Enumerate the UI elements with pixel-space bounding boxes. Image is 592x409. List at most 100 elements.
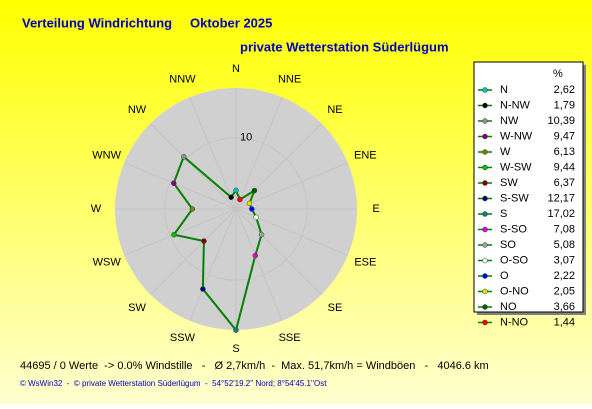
footer: 44695 / 0 Werte -> 0.0% Windstille - Ø 2…: [20, 360, 489, 372]
radar-point: [252, 252, 259, 259]
legend-value: 7,08: [554, 223, 575, 235]
direction-label: SE: [328, 302, 343, 314]
chart-title: Verteilung Windrichtung: [22, 15, 172, 30]
legend-name: O: [500, 270, 509, 282]
radar-point: [233, 327, 239, 333]
legend-marker: [482, 118, 488, 124]
legend-value: 6,13: [554, 146, 575, 158]
direction-label: ESE: [354, 256, 376, 268]
radar-point: [253, 214, 259, 221]
legend-value: 2,05: [554, 285, 575, 297]
r-tick-label: 10: [240, 132, 252, 144]
direction-label: SW: [128, 302, 146, 314]
legend-marker: [482, 180, 488, 186]
legend-value: 5,08: [554, 239, 575, 251]
legend-marker: [482, 304, 488, 310]
chart-subtitle: private Wetterstation Süderlügum: [240, 39, 449, 54]
legend-marker: [482, 164, 488, 171]
legend-name: SW: [500, 177, 518, 189]
direction-label: ENE: [354, 149, 377, 161]
legend-name: O-SO: [500, 254, 529, 266]
legend-title: %: [553, 68, 563, 80]
direction-label: N: [232, 63, 240, 75]
direction-label: WNW: [92, 149, 121, 161]
legend-value: 1,79: [554, 99, 575, 111]
legend-value: 3,07: [554, 254, 575, 266]
radar-point: [170, 180, 177, 186]
legend-box: [473, 61, 584, 313]
legend-value: 17,02: [547, 208, 575, 220]
legend-name: W-NW: [500, 130, 533, 142]
legend-marker: [482, 102, 488, 109]
legend-value: 10,39: [547, 115, 575, 127]
legend-name: S-SO: [500, 223, 527, 235]
radar-point: [180, 153, 187, 160]
radar-point: [189, 206, 196, 212]
radar-point: [258, 231, 265, 238]
spoke: [150, 208, 237, 295]
legend-marker: [482, 319, 488, 326]
direction-label: E: [372, 203, 379, 215]
legend-value: 1,44: [554, 316, 575, 328]
direction-label: NW: [128, 104, 147, 116]
legend-value: 9,47: [554, 130, 575, 142]
grid-ring: [164, 137, 308, 281]
legend-marker: [482, 195, 488, 202]
radar-point: [251, 187, 258, 194]
legend-marker: [482, 273, 488, 279]
legend-marker: [482, 149, 488, 155]
radar-point: [228, 194, 234, 200]
legend-name: O-NO: [500, 285, 529, 297]
direction-label: NNW: [169, 74, 196, 86]
spoke: [235, 123, 322, 210]
direction-label: SSW: [170, 332, 196, 344]
legend-name: N-NO: [500, 316, 529, 328]
legend-value: 3,66: [554, 301, 575, 313]
direction-label: NE: [327, 104, 342, 116]
spoke: [235, 208, 283, 321]
legend-name: W: [500, 146, 511, 158]
legend-name: N-NW: [500, 99, 531, 111]
legend-marker: [482, 226, 488, 233]
radar-point: [237, 196, 243, 203]
legend-value: 2,62: [554, 84, 575, 96]
legend-value: 6,37: [554, 177, 575, 189]
legend-marker: [482, 288, 488, 295]
legend-marker: [482, 242, 488, 248]
radar-point: [246, 200, 253, 207]
legend-value: 12,17: [547, 192, 575, 204]
direction-label: SSE: [279, 332, 301, 344]
legend-name: S: [500, 208, 507, 220]
legend-name: N: [500, 84, 508, 96]
legend-name: NO: [500, 301, 517, 313]
legend-marker: [482, 87, 488, 93]
legend-value: 2,22: [554, 270, 575, 282]
legend-value: 9,44: [554, 161, 575, 173]
legend-marker: [482, 257, 488, 264]
spoke: [150, 123, 237, 210]
radar-point: [200, 286, 206, 292]
legend-marker: [482, 211, 488, 217]
spoke: [124, 208, 237, 256]
chart-period: Oktober 2025: [190, 15, 272, 30]
radar-point: [233, 187, 239, 194]
spoke: [235, 208, 322, 295]
spoke: [189, 208, 237, 321]
spoke: [235, 97, 283, 210]
direction-label: W: [91, 203, 102, 215]
legend-marker: [482, 133, 488, 140]
radar-point: [201, 238, 207, 244]
credit: © WsWin32 - © private Wetterstation Süde…: [20, 379, 327, 388]
direction-label: NNE: [278, 74, 301, 86]
legend-name: S-SW: [500, 192, 529, 204]
legend-name: NW: [500, 115, 519, 127]
spoke: [235, 162, 348, 210]
spoke: [189, 97, 237, 210]
legend-name: W-SW: [500, 161, 532, 173]
spoke: [124, 162, 237, 210]
direction-label: WSW: [93, 256, 122, 268]
legend-name: SO: [500, 239, 516, 251]
radar-point: [249, 206, 255, 212]
radar-point: [171, 231, 177, 238]
